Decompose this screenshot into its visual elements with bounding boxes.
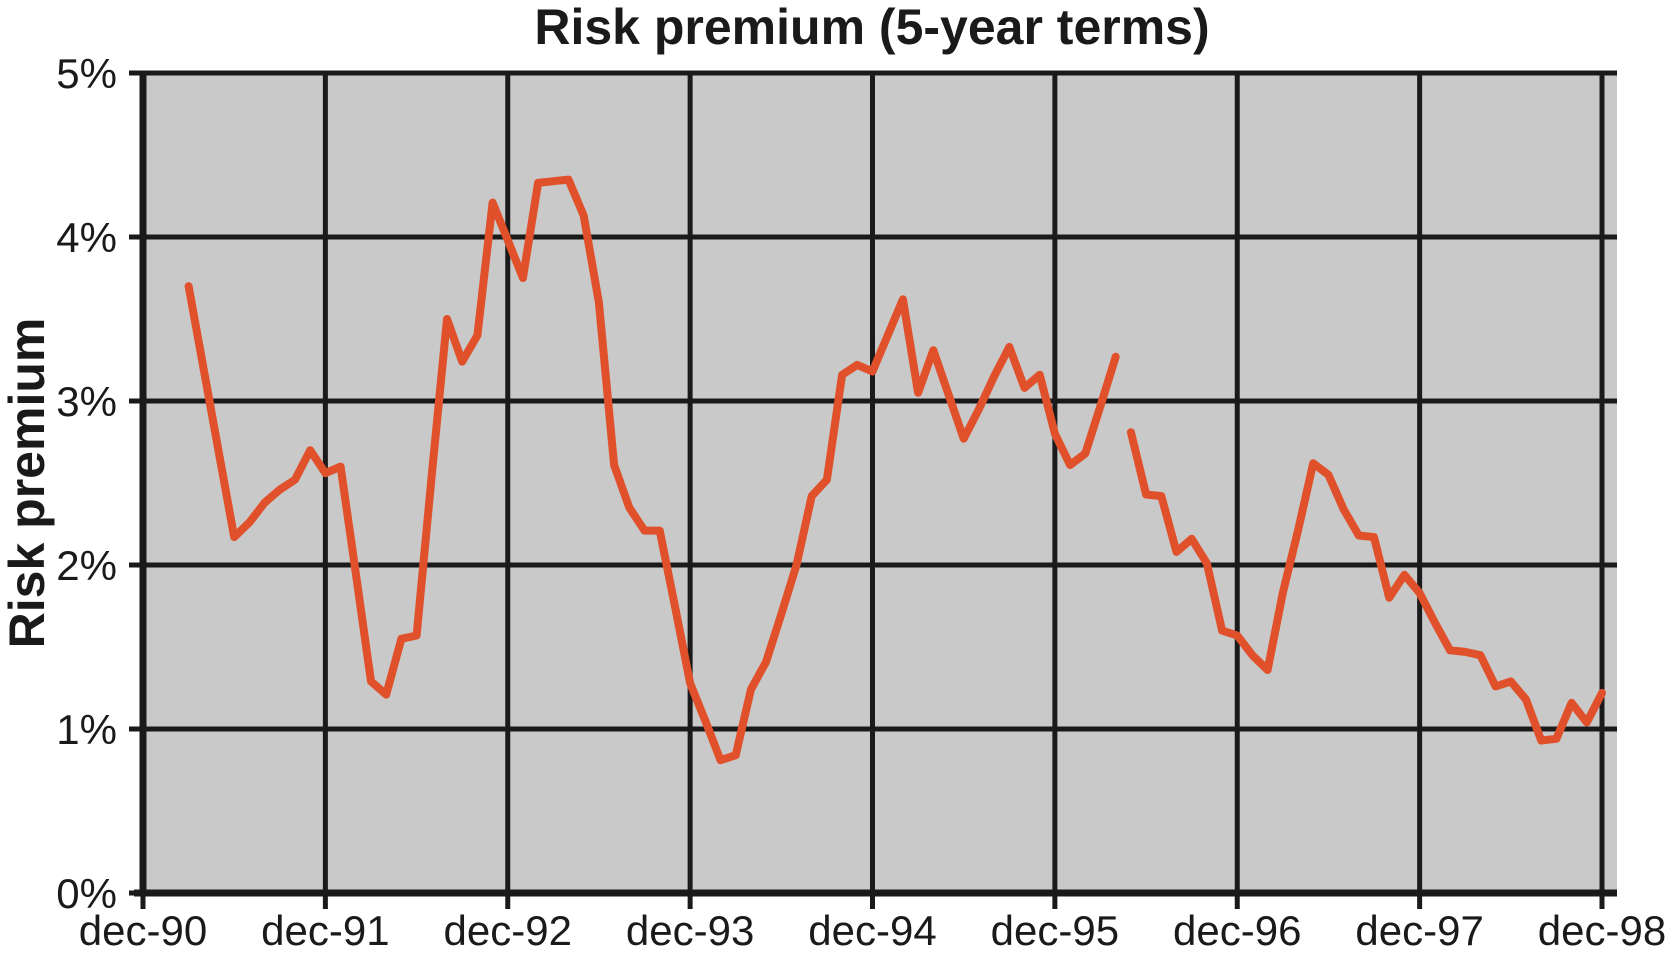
risk-premium-line <box>184 175 1120 765</box>
x-tick-label: dec-93 <box>626 907 754 954</box>
y-tick-label: 4% <box>56 214 117 261</box>
y-tick-label: 5% <box>56 50 117 97</box>
x-tick-label: dec-92 <box>444 907 572 954</box>
y-tick-label: 3% <box>56 378 117 425</box>
risk-premium-line <box>1126 428 1606 745</box>
x-tick-label: dec-94 <box>808 907 936 954</box>
plot-area <box>143 73 1617 893</box>
x-tick-label: dec-98 <box>1538 907 1666 954</box>
y-axis-title: Risk premium <box>0 318 55 649</box>
plot-layer: 0% 1% 2% 3% 4% 5% dec-90 dec-91 dec-92 dec-93 dec-… <box>56 50 1666 954</box>
y-tick-label: 1% <box>56 706 117 753</box>
y-tick-label: 2% <box>56 542 117 589</box>
y-tick-label: 0% <box>56 870 117 917</box>
x-tick-label: dec-97 <box>1355 907 1483 954</box>
chart-title: Risk premium (5-year terms) <box>534 0 1209 55</box>
x-tick-label: dec-91 <box>261 907 389 954</box>
x-tick-label: dec-90 <box>79 907 207 954</box>
x-tick-label: dec-95 <box>991 907 1119 954</box>
x-tick-label: dec-96 <box>1173 907 1301 954</box>
